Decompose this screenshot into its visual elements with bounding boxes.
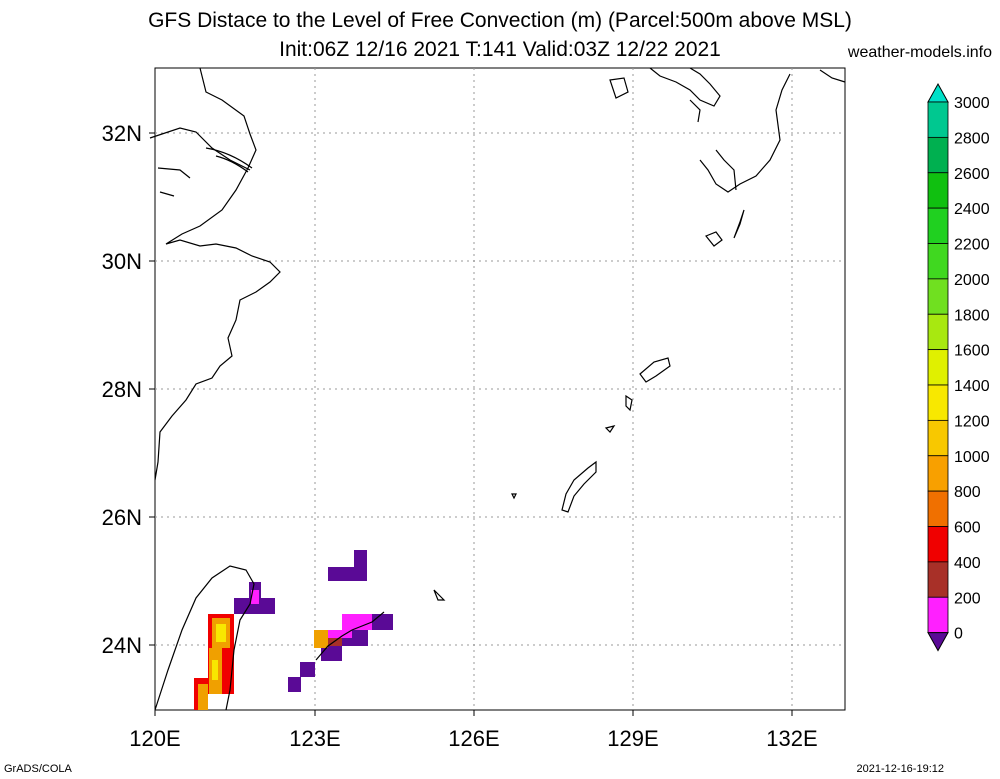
lon-label: 126E — [448, 726, 499, 751]
colorbar-label: 1000 — [954, 449, 990, 466]
coastlines — [149, 67, 846, 711]
colorbar-label: 0 — [954, 626, 963, 643]
colorbar-top-arrow — [927, 82, 949, 103]
lfc-shading — [194, 550, 393, 710]
grid-lines — [155, 68, 845, 710]
colorbar-swatch — [927, 136, 949, 174]
lat-label: 32N — [102, 121, 142, 146]
footer-timestamp: 2021-12-16-19:12 — [856, 763, 944, 775]
colorbar-swatch — [927, 561, 949, 598]
colorbar-swatch — [927, 207, 949, 244]
axis-ticks — [149, 132, 793, 716]
colorbar-label: 1600 — [954, 343, 990, 360]
colorbar-label: 200 — [954, 590, 981, 607]
colorbar-swatch — [927, 490, 949, 527]
colorbar-label: 1800 — [954, 307, 990, 324]
lon-label: 129E — [607, 726, 658, 751]
lon-label: 132E — [766, 726, 817, 751]
colorbar-swatch — [927, 243, 949, 280]
colorbar-label: 2400 — [954, 201, 990, 218]
colorbar-bottom-arrow — [927, 632, 949, 652]
colorbar-swatch — [927, 596, 949, 634]
colorbar-label: 400 — [954, 555, 981, 572]
colorbar-swatch — [927, 455, 949, 492]
lon-label: 123E — [289, 726, 340, 751]
colorbar-label: 2600 — [954, 166, 990, 183]
colorbar-swatch — [927, 101, 949, 138]
lat-label: 30N — [102, 249, 142, 274]
lat-label: 28N — [102, 377, 142, 402]
map-title: GFS Distace to the Level of Free Convect… — [148, 9, 852, 32]
colorbar-label: 3000 — [954, 95, 990, 112]
colorbar-label: 2800 — [954, 130, 990, 147]
colorbar-swatch — [927, 349, 949, 386]
colorbar-label: 2000 — [954, 272, 990, 289]
lat-label: 26N — [102, 505, 142, 530]
colorbar-swatch — [927, 419, 949, 457]
lat-label: 24N — [102, 633, 142, 658]
colorbar-swatch — [927, 526, 949, 563]
colorbar-label: 800 — [954, 484, 981, 501]
colorbar: 3000280026002400220020001800160014001200… — [927, 82, 990, 652]
colorbar-swatch — [927, 384, 949, 421]
colorbar-label: 1200 — [954, 413, 990, 430]
lon-label: 120E — [129, 726, 180, 751]
site-credit: weather-models.info — [847, 44, 992, 61]
footer-credit: GrADS/COLA — [4, 763, 72, 775]
map-subtitle: Init:06Z 12/16 2021 T:141 Valid:03Z 12/2… — [279, 38, 721, 61]
colorbar-label: 2200 — [954, 237, 990, 254]
colorbar-swatch — [927, 172, 949, 209]
colorbar-swatch — [927, 278, 949, 315]
colorbar-label: 600 — [954, 520, 981, 537]
colorbar-label: 1400 — [954, 378, 990, 395]
colorbar-swatch — [927, 313, 949, 351]
